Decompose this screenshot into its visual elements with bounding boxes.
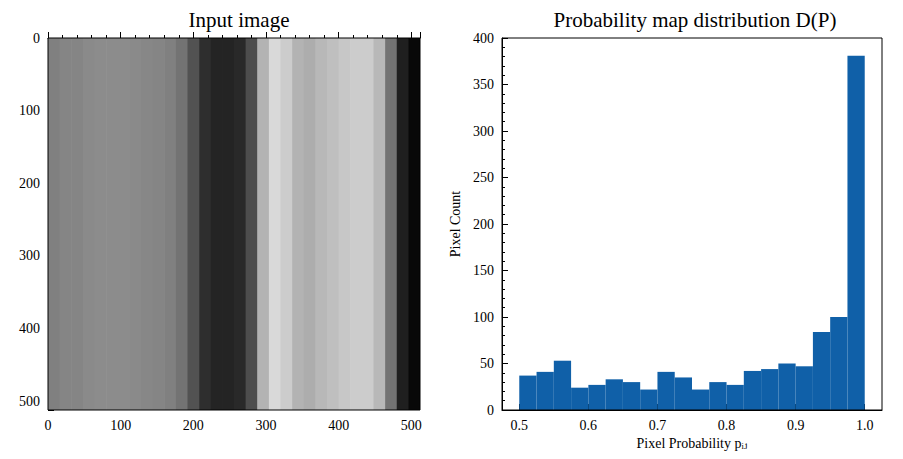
svg-text:50: 50 bbox=[480, 356, 494, 371]
svg-text:0.6: 0.6 bbox=[580, 418, 598, 433]
svg-text:200: 200 bbox=[473, 217, 494, 232]
svg-text:100: 100 bbox=[473, 310, 494, 325]
svg-text:0: 0 bbox=[487, 403, 494, 418]
svg-text:500: 500 bbox=[401, 418, 422, 433]
svg-text:350: 350 bbox=[473, 77, 494, 92]
svg-text:100: 100 bbox=[110, 418, 131, 433]
svg-text:300: 300 bbox=[255, 418, 276, 433]
svg-text:400: 400 bbox=[19, 321, 40, 336]
svg-text:0: 0 bbox=[45, 418, 52, 433]
svg-text:200: 200 bbox=[183, 418, 204, 433]
svg-text:1.0: 1.0 bbox=[856, 418, 874, 433]
svg-text:100: 100 bbox=[19, 103, 40, 118]
svg-text:0.5: 0.5 bbox=[511, 418, 529, 433]
svg-text:250: 250 bbox=[473, 170, 494, 185]
svg-text:200: 200 bbox=[19, 176, 40, 191]
svg-text:400: 400 bbox=[473, 31, 494, 46]
svg-text:500: 500 bbox=[19, 394, 40, 409]
svg-text:400: 400 bbox=[328, 418, 349, 433]
svg-text:0: 0 bbox=[33, 31, 40, 46]
svg-text:Pixel Probability pᵢⱼ: Pixel Probability pᵢⱼ bbox=[637, 436, 748, 451]
svg-text:150: 150 bbox=[473, 263, 494, 278]
svg-text:300: 300 bbox=[19, 248, 40, 263]
svg-text:0.8: 0.8 bbox=[718, 418, 736, 433]
svg-text:Probability map distribution D: Probability map distribution D(P) bbox=[554, 8, 837, 32]
svg-text:0.9: 0.9 bbox=[787, 418, 805, 433]
svg-text:300: 300 bbox=[473, 124, 494, 139]
svg-text:0.7: 0.7 bbox=[649, 418, 667, 433]
svg-text:Pixel Count: Pixel Count bbox=[448, 191, 463, 258]
svg-text:Input image: Input image bbox=[189, 8, 290, 32]
